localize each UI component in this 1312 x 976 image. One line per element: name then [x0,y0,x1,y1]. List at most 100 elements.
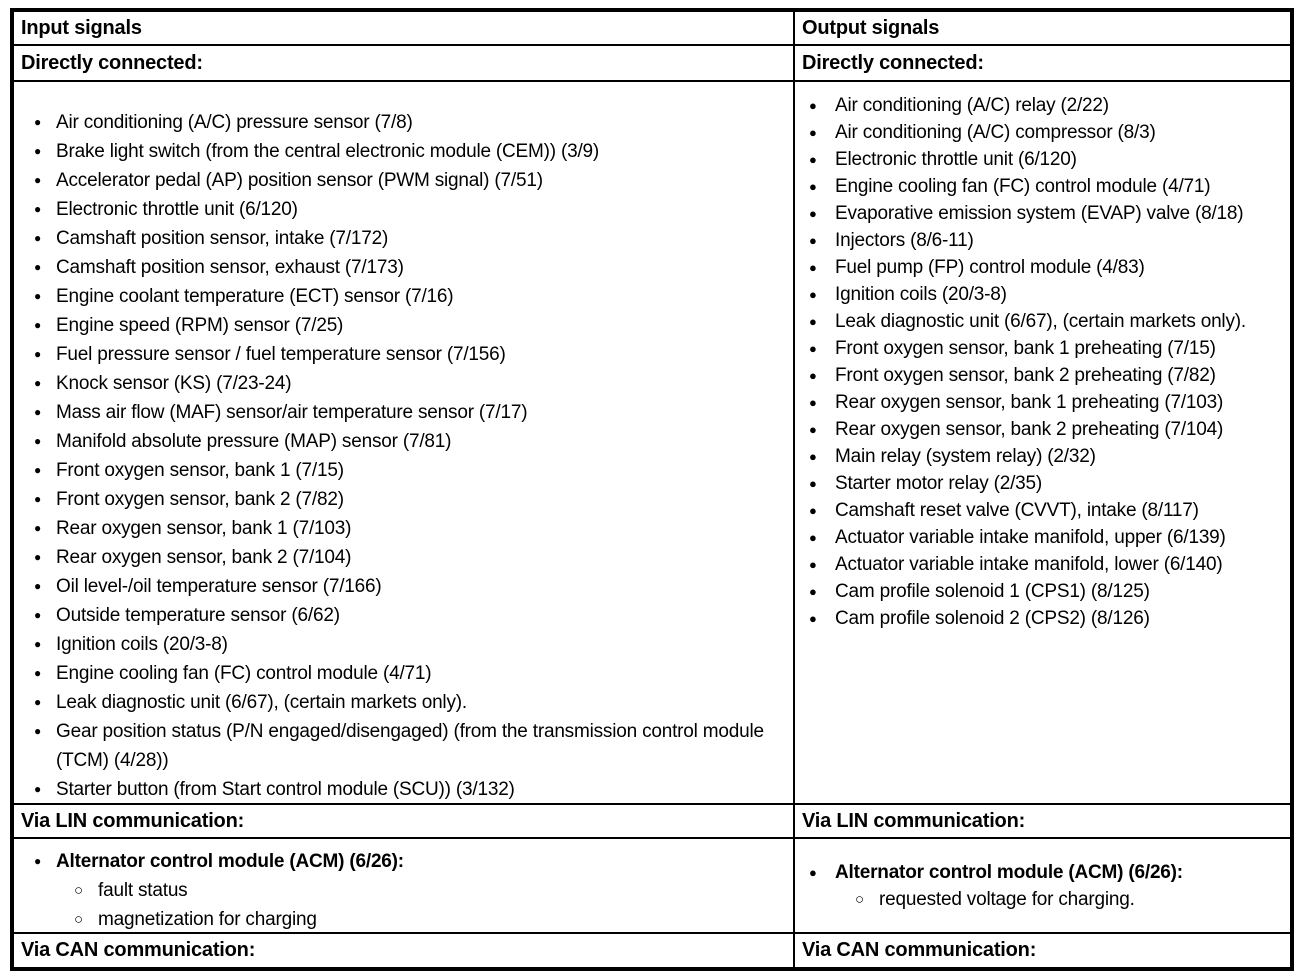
list-item: ● Engine cooling fan (FC) control module … [809,173,1288,200]
list-item-label: Rear oxygen sensor, bank 2 preheating (7… [835,419,1224,440]
list-item: ● Electronic throttle unit (6/120) [34,195,789,224]
list-item-label: Air conditioning (A/C) relay (2/22) [835,95,1109,116]
bullet-icon: ● [34,492,42,506]
list-item: ● Leak diagnostic unit (6/67), (certain m… [809,308,1288,335]
bullet-icon: ● [809,98,817,113]
output-via-lin-list: ● Alternator control module (ACM) (6/26):… [795,839,1290,934]
bullet-icon: ● [809,449,817,464]
bullet-icon: ● [34,289,42,303]
list-item: ● Fuel pump (FP) control module (4/83) [809,254,1288,281]
bullet-icon: ● [34,144,42,158]
list-item: ● Ignition coils (20/3-8) [34,630,789,659]
list-item: ● Rear oxygen sensor, bank 2 preheating (… [809,416,1288,443]
list-item: ● Gear position status (P/N engaged/disen… [34,717,789,775]
list-item: ● Starter button (from Start control modu… [34,775,789,803]
list-item-label: Leak diagnostic unit (6/67), (certain ma… [56,692,467,713]
bullet-icon: ● [809,557,817,572]
bullet-icon: ● [34,666,42,680]
list-item-label: Engine cooling fan (FC) control module (… [56,663,432,684]
list-item: ● Injectors (8/6-11) [809,227,1288,254]
bullet-icon: ● [34,637,42,651]
list-item-label: Main relay (system relay) (2/32) [835,446,1096,467]
list-item-label: Gear position status (P/N engaged/diseng… [56,721,764,771]
sub-list-item-label: magnetization for charging [98,909,317,930]
list-item-label: Fuel pressure sensor / fuel temperature … [56,344,506,365]
sub-list-item: ○ fault status [74,876,789,905]
sub-list-item-label: fault status [98,880,188,901]
list-item-label: Rear oxygen sensor, bank 2 (7/104) [56,547,352,568]
bullet-icon: ● [809,422,817,437]
bullet-icon: ● [34,854,42,868]
input-directly-connected-list: ● Air conditioning (A/C) pressure sensor … [14,82,795,805]
output-via-lin-title: Via LIN communication: [795,805,1290,839]
output-via-can-title: Via CAN communication: [795,934,1290,967]
list-item: ● Cam profile solenoid 1 (CPS1) (8/125) [809,578,1288,605]
bullet-icon: ● [34,405,42,419]
bullet-icon: ● [34,695,42,709]
list-item: ● Engine speed (RPM) sensor (7/25) [34,311,789,340]
list-item: ● Rear oxygen sensor, bank 1 preheating (… [809,389,1288,416]
list-item: ● Rear oxygen sensor, bank 1 (7/103) [34,514,789,543]
bullet-icon: ● [809,503,817,518]
output-signals-header: Output signals [795,12,1290,46]
list-item: ● Rear oxygen sensor, bank 2 (7/104) [34,543,789,572]
list-item: ● Outside temperature sensor (6/62) [34,601,789,630]
list-item-label: Ignition coils (20/3-8) [835,284,1007,305]
list-item: ● Manifold absolute pressure (MAP) sensor… [34,427,789,456]
list-item-label: Knock sensor (KS) (7/23-24) [56,373,292,394]
bullet-icon: ● [34,608,42,622]
list-item: ● Engine coolant temperature (ECT) sensor… [34,282,789,311]
list-item: ● Brake light switch (from the central el… [34,137,789,166]
list-item: ● Mass air flow (MAF) sensor/air temperat… [34,398,789,427]
sub-list-item: ○ requested voltage for charging. [855,886,1288,913]
list-item-label: Engine coolant temperature (ECT) sensor … [56,286,454,307]
bullet-icon: ● [809,611,817,626]
bullet-icon: ● [34,550,42,564]
list-item-label: Accelerator pedal (AP) position sensor (… [56,170,543,191]
list-item-label: Fuel pump (FP) control module (4/83) [835,257,1145,278]
input-via-can-label: Via CAN communication: [21,939,256,961]
circle-bullet-icon: ○ [855,891,865,908]
bullet-icon: ● [34,782,42,796]
list-item: ● Electronic throttle unit (6/120) [809,146,1288,173]
signals-table: Input signals Output signals Directly co… [10,8,1294,971]
sub-list-item-label: requested voltage for charging. [879,889,1135,910]
list-item-label: Starter motor relay (2/35) [835,473,1043,494]
list-item-label: Engine cooling fan (FC) control module (… [835,176,1211,197]
input-via-lin-label: Via LIN communication: [21,809,245,832]
list-item-label: Air conditioning (A/C) compressor (8/3) [835,122,1156,143]
list-item-label: Actuator variable intake manifold, lower… [835,554,1223,575]
list-item: ● Evaporative emission system (EVAP) valv… [809,200,1288,227]
bullet-icon: ● [809,865,817,880]
output-directly-connected-title: Directly connected: [795,46,1290,82]
bullet-icon: ● [34,463,42,477]
bullet-icon: ● [34,376,42,390]
list-item: ● Front oxygen sensor, bank 2 preheating … [809,362,1288,389]
list-item: ● Front oxygen sensor, bank 1 preheating … [809,335,1288,362]
bullet-icon: ● [34,260,42,274]
output-via-lin-label: Via LIN communication: [802,809,1026,832]
input-directly-connected-label: Directly connected: [21,51,203,74]
list-item-label: Actuator variable intake manifold, upper… [835,527,1226,548]
list-item-label: Injectors (8/6-11) [835,230,974,251]
list-item: ● Air conditioning (A/C) relay (2/22) [809,92,1288,119]
list-item-label: Mass air flow (MAF) sensor/air temperatu… [56,402,528,423]
signals-table-grid: Input signals Output signals Directly co… [14,12,1290,967]
list-item-label: Evaporative emission system (EVAP) valve… [835,203,1244,224]
list-item: ● Starter motor relay (2/35) [809,470,1288,497]
list-item: ● Fuel pressure sensor / fuel temperature… [34,340,789,369]
output-signals-header-label: Output signals [802,16,940,39]
list-item: ● Camshaft position sensor, intake (7/172… [34,224,789,253]
bullet-icon: ● [34,318,42,332]
list-item-label: Leak diagnostic unit (6/67), (certain ma… [835,311,1246,332]
list-item: ● Cam profile solenoid 2 (CPS2) (8/126) [809,605,1288,632]
group-label: Alternator control module (ACM) (6/26): [835,862,1183,883]
list-item: ● Alternator control module (ACM) (6/26): [809,859,1288,886]
list-item-label: Ignition coils (20/3-8) [56,634,228,655]
list-item-label: Electronic throttle unit (6/120) [56,199,298,220]
circle-bullet-icon: ○ [74,882,84,899]
list-item-label: Cam profile solenoid 1 (CPS1) (8/125) [835,581,1150,602]
bullet-icon: ● [34,521,42,535]
bullet-icon: ● [809,476,817,491]
sub-list-item: ○ magnetization for charging [74,905,789,932]
